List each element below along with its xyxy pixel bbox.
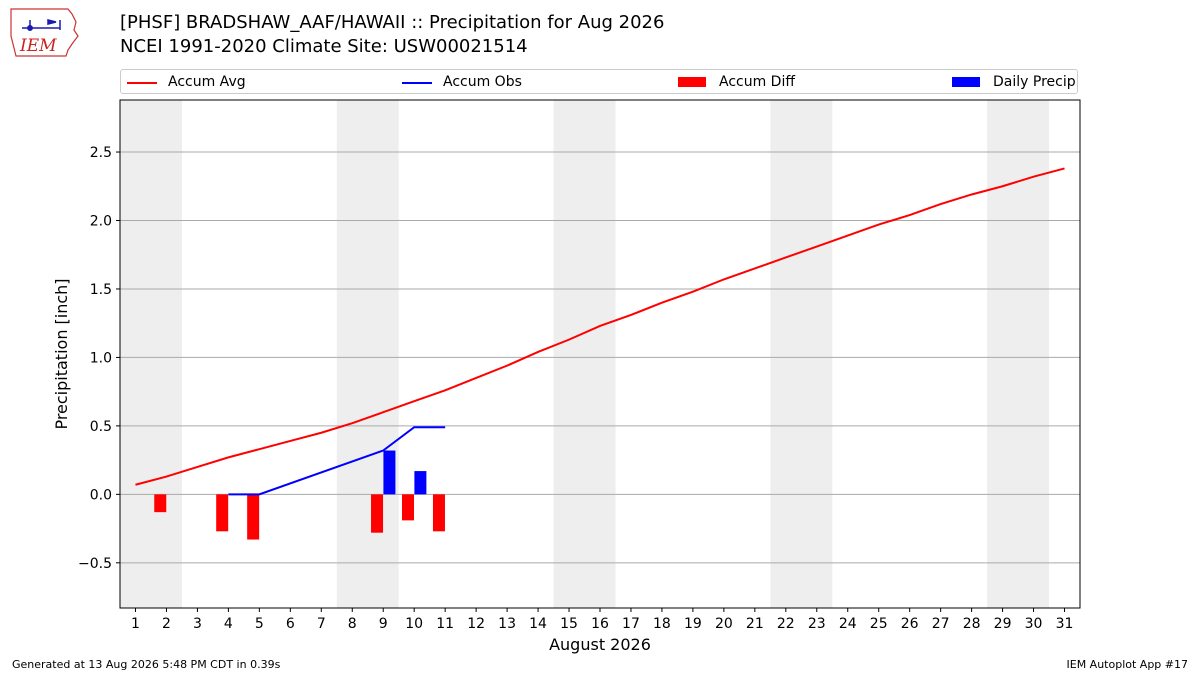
x-tick-label: 19 (684, 616, 702, 632)
y-tick-label: 1.0 (90, 350, 112, 366)
legend-swatch-accum-avg (127, 82, 157, 84)
iowa-outline-shape (10, 8, 79, 57)
legend-label-accum-obs: Accum Obs (443, 74, 522, 90)
bars (154, 450, 445, 540)
weekend-band-2 (336, 100, 399, 608)
x-tick-label: 10 (405, 616, 423, 632)
x-tick-label: 25 (870, 616, 888, 632)
x-tick-label: 22 (777, 616, 795, 632)
x-tick-label: 1 (131, 616, 140, 632)
weekend-band-4 (770, 100, 833, 608)
chart-legend: Accum Avg Accum Obs Accum Diff Daily Pre… (120, 69, 1078, 94)
x-tick-label: 7 (317, 616, 326, 632)
x-tick-label: 31 (1056, 616, 1074, 632)
accum-diff-bar (216, 494, 229, 532)
legend-label-daily-precip: Daily Precip (993, 74, 1076, 90)
y-tick-label: 0.5 (90, 419, 112, 435)
y-tick-label: −0.5 (78, 556, 112, 572)
accum-avg-line (135, 167, 1065, 486)
y-tick-label: 2.0 (90, 213, 112, 229)
chart-subtitle: NCEI 1991-2020 Climate Site: USW00021514 (120, 36, 528, 57)
x-tick-label: 14 (529, 616, 547, 632)
y-tick-label: 1.5 (90, 282, 112, 298)
weekend-band-5 (987, 100, 1050, 608)
x-tick-label: 2 (162, 616, 171, 632)
x-tick-label: 23 (808, 616, 826, 632)
x-axis: 1 2 3 4 5 6 7 8 9 10 11 12 13 14 15 16 17 18 19 20 21 22 23 24 2… (131, 608, 1073, 632)
x-tick-label: 15 (560, 616, 578, 632)
weekend-band-1 (120, 100, 182, 608)
accum-diff-bar (247, 494, 260, 540)
legend-label-accum-avg: Accum Avg (168, 74, 246, 90)
gridlines (120, 151, 1080, 564)
y-tick-label: 2.5 (90, 145, 112, 161)
x-tick-label: 3 (193, 616, 202, 632)
legend-swatch-accum-obs (402, 82, 432, 84)
legend-label-accum-diff: Accum Diff (719, 74, 796, 90)
x-tick-label: 5 (255, 616, 264, 632)
x-tick-label: 21 (746, 616, 764, 632)
lines (135, 167, 1065, 496)
app-label: IEM Autoplot App #17 (1066, 658, 1189, 671)
accum-obs-line (228, 426, 446, 496)
legend-swatch-accum-diff (678, 77, 706, 87)
chart-title: [PHSF] BRADSHAW_AAF/HAWAII :: Precipitat… (120, 12, 665, 33)
x-tick-label: 26 (901, 616, 919, 632)
x-tick-label: 16 (591, 616, 609, 632)
x-tick-label: 30 (1025, 616, 1043, 632)
daily-precip-bar (414, 471, 427, 495)
x-tick-label: 4 (224, 616, 233, 632)
accum-diff-bar (154, 494, 167, 513)
x-tick-label: 29 (994, 616, 1012, 632)
accum-diff-bar (402, 494, 414, 521)
accum-diff-bar (432, 494, 445, 532)
iem-logo: IEM (10, 8, 79, 57)
x-tick-label: 28 (963, 616, 981, 632)
y-tick-label: 0.0 (90, 487, 112, 503)
x-tick-label: 8 (348, 616, 357, 632)
daily-precip-bar (383, 450, 396, 495)
weekend-band-3 (553, 100, 616, 608)
x-tick-label: 11 (436, 616, 454, 632)
x-tick-label: 13 (498, 616, 516, 632)
x-tick-label: 24 (839, 616, 857, 632)
x-tick-label: 18 (653, 616, 671, 632)
x-tick-label: 12 (467, 616, 485, 632)
weather-station-icon (22, 19, 61, 31)
weekend-shading (120, 100, 1050, 608)
x-tick-label: 27 (932, 616, 950, 632)
accum-diff-bar (371, 494, 384, 533)
x-tick-label: 6 (286, 616, 295, 632)
x-tick-label: 20 (715, 616, 733, 632)
y-axis-label: Precipitation [inch] (52, 278, 71, 429)
x-tick-label: 17 (622, 616, 640, 632)
x-axis-label: August 2026 (549, 635, 651, 654)
iem-logo-text: IEM (19, 36, 57, 56)
generated-timestamp: Generated at 13 Aug 2026 5:48 PM CDT in … (12, 658, 281, 671)
x-tick-label: 9 (379, 616, 388, 632)
legend-swatch-daily-precip (952, 77, 980, 87)
y-axis: −0.5 0.0 0.5 1.0 1.5 2.0 2.5 (78, 145, 120, 572)
